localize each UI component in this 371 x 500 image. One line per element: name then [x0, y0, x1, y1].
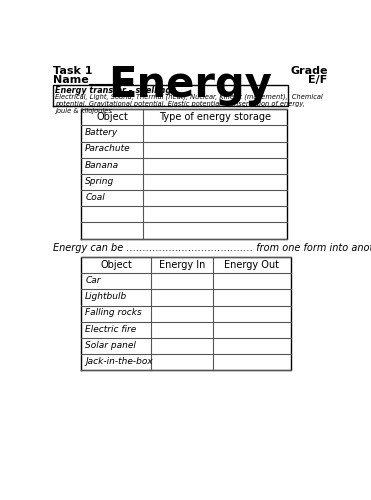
Text: Parachute: Parachute [85, 144, 131, 154]
Text: Banana: Banana [85, 160, 119, 170]
Text: Energy transfer – spellings: Energy transfer – spellings [55, 86, 176, 95]
Text: Electric fire: Electric fire [85, 324, 137, 334]
Text: Task 1: Task 1 [53, 66, 92, 76]
Text: Object: Object [96, 112, 128, 122]
Text: Grade: Grade [290, 66, 328, 76]
Text: Falling rocks: Falling rocks [85, 308, 142, 318]
Text: Spring: Spring [85, 177, 114, 186]
Text: E/F: E/F [308, 74, 328, 85]
Text: Object: Object [100, 260, 132, 270]
Text: Jack-in-the-box: Jack-in-the-box [85, 357, 153, 366]
Text: Energy Out: Energy Out [224, 260, 279, 270]
Text: Solar panel: Solar panel [85, 341, 136, 350]
Text: Lightbulb: Lightbulb [85, 292, 127, 302]
Text: Name________: Name________ [53, 74, 133, 85]
Text: Car: Car [85, 276, 101, 285]
Text: Electrical, Light, Sound, Thermal (heat), Nuclear, Kinetic (movement),  Chemical: Electrical, Light, Sound, Thermal (heat)… [55, 93, 323, 114]
Text: Battery: Battery [85, 128, 118, 138]
Text: Energy can be ………………………………… from one form into another.: Energy can be ………………………………… from one for… [53, 244, 371, 254]
Text: Energy In: Energy In [159, 260, 205, 270]
Text: Coal: Coal [85, 193, 105, 202]
Text: Type of energy storage: Type of energy storage [159, 112, 271, 122]
Text: Energy: Energy [108, 64, 272, 106]
